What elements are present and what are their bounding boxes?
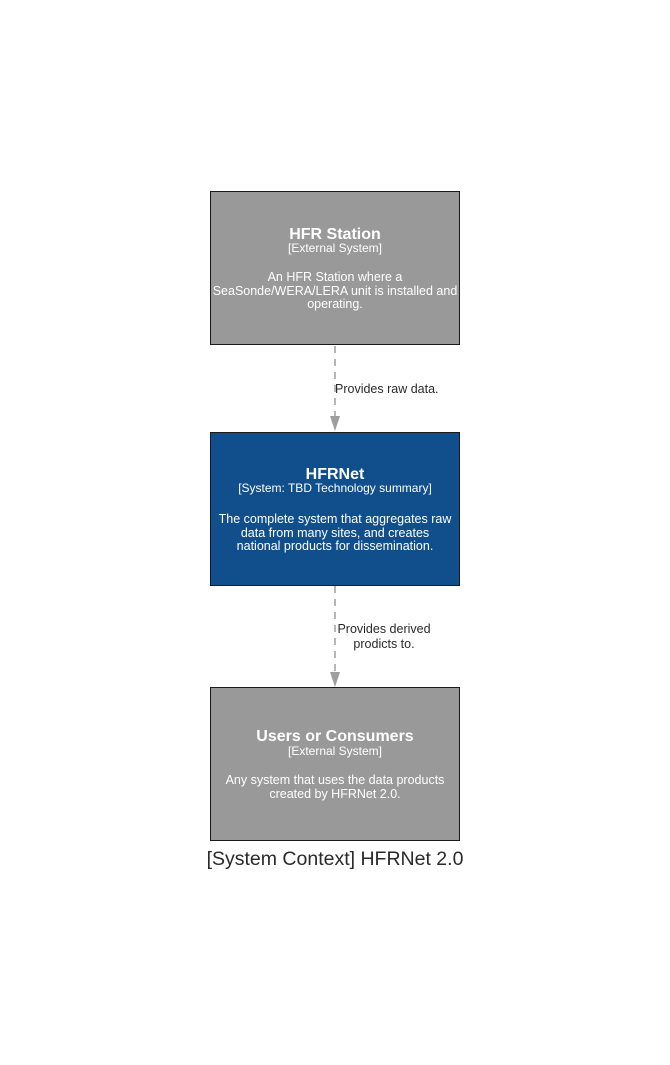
edge-label-station-to-hfrnet: Provides raw data. xyxy=(335,382,439,397)
edge-label-line: prodicts to. xyxy=(353,637,415,651)
node-type: [External System] xyxy=(287,241,383,255)
description-line: An HFR Station where a xyxy=(267,270,403,284)
node-hfr-station[interactable]: HFR Station [External System] An HFR Sta… xyxy=(210,191,460,345)
node-title: Users or Consumers xyxy=(256,728,414,745)
description-line: data from many sites, and creates xyxy=(240,525,430,540)
node-description: The complete system that aggregates raw … xyxy=(171,512,499,554)
node-title: HFR Station xyxy=(289,226,381,243)
edge-label-hfrnet-to-users: Provides derived prodicts to. xyxy=(335,622,433,652)
node-title: HFRNet xyxy=(305,466,365,483)
arrowhead-icon xyxy=(330,416,340,431)
edge-hfrnet-to-users xyxy=(330,586,340,687)
edge-station-to-hfrnet xyxy=(330,346,340,431)
node-hfrnet[interactable]: HFRNet [System: TBD Technology summary] … xyxy=(210,432,460,586)
edge-label-line: Provides raw data. xyxy=(335,382,439,396)
node-description: Any system that uses the data products c… xyxy=(171,773,499,801)
node-type: [External System] xyxy=(287,744,383,758)
description-line: operating. xyxy=(307,297,363,311)
arrowhead-icon xyxy=(330,672,340,687)
node-users-or-consumers[interactable]: Users or Consumers [External System] Any… xyxy=(210,687,460,841)
diagram-caption: [System Context] HFRNet 2.0 xyxy=(206,848,464,870)
node-type: [System: TBD Technology summary] xyxy=(238,481,432,495)
description-line: SeaSonde/WERA/LERA unit is installed and xyxy=(212,283,458,298)
description-line: The complete system that aggregates raw xyxy=(218,512,452,526)
description-line: national products for dissemination. xyxy=(236,539,434,553)
node-description: An HFR Station where a SeaSonde/WERA/LER… xyxy=(171,270,499,312)
edge-label-line: Provides derived xyxy=(337,622,431,636)
description-line: Any system that uses the data products xyxy=(225,773,445,787)
description-line: created by HFRNet 2.0. xyxy=(269,786,401,801)
